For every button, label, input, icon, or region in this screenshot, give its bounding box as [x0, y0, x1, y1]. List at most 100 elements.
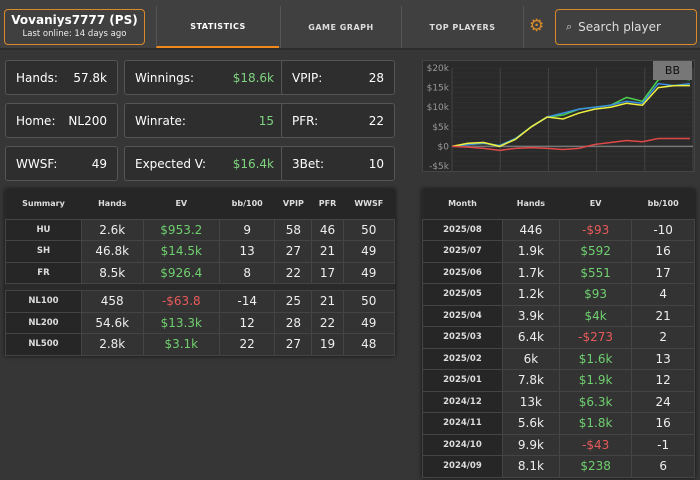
table-cell: $1.8k	[558, 412, 633, 435]
column-header: bb/100	[631, 189, 695, 219]
table-cell: 22	[311, 311, 344, 334]
table-cell: SH	[5, 240, 82, 263]
table-cell: 46	[311, 218, 344, 241]
table-row[interactable]: 2024/09 8.1k $238 6	[422, 455, 695, 478]
table-cell: 17	[631, 261, 695, 284]
table-row[interactable]: 2025/01 7.8k $1.9k 12	[422, 369, 695, 392]
series-line-yellow	[451, 84, 690, 148]
table-cell: 48	[342, 333, 396, 356]
table-cell: 2025/07	[422, 240, 503, 263]
gear-icon[interactable]: ⚙	[529, 16, 545, 36]
table-cell: 8.1k	[501, 455, 560, 478]
table-cell: 2025/08	[422, 218, 503, 241]
table-row[interactable]: 2025/02 6k $1.6k 13	[422, 347, 695, 370]
table-cell: -$63.8	[142, 290, 221, 313]
top-nav: Vovaniys7777 (PS) Last online: 14 days a…	[0, 0, 700, 50]
table-cell: 2024/11	[422, 412, 503, 435]
table-row[interactable]: 2025/07 1.9k $592 16	[422, 240, 695, 263]
table-row[interactable]: NL200 54.6k $13.3k 12 28 22 49	[5, 311, 396, 334]
stat-card: PFR: 22	[281, 103, 395, 138]
table-cell: 12	[219, 311, 276, 334]
table-cell: 6.4k	[501, 326, 560, 349]
tab-top-players[interactable]: TOP PLAYERS	[401, 6, 524, 48]
table-cell: 8	[219, 261, 276, 284]
stat-card: WWSF: 49	[5, 146, 118, 181]
tab-game-graph[interactable]: GAME GRAPH	[280, 6, 401, 48]
table-cell: $6.3k	[558, 390, 633, 413]
table-row[interactable]: FR 8.5k $926.4 8 22 17 49	[5, 261, 396, 284]
table-cell: 22	[219, 333, 276, 356]
table-row[interactable]: 2025/08 446 -$93 -10	[422, 218, 695, 241]
search-placeholder: Search player	[578, 20, 661, 34]
table-cell: 5.6k	[501, 412, 560, 435]
table-cell: 27	[274, 240, 313, 263]
table-cell: 2024/12	[422, 390, 503, 413]
table-cell: FR	[5, 261, 82, 284]
column-header: VPIP	[274, 189, 312, 219]
table-cell: 446	[501, 218, 560, 241]
stat-label: Home:	[16, 113, 56, 128]
table-cell: NL100	[5, 290, 82, 313]
player-badge[interactable]: Vovaniys7777 (PS) Last online: 14 days a…	[4, 9, 145, 45]
table-cell: $93	[558, 283, 633, 306]
stat-value: NL200	[68, 113, 107, 128]
table-cell: 58	[274, 218, 313, 241]
table-cell: $551	[558, 261, 633, 284]
table-cell: 17	[311, 261, 344, 284]
column-header: PFR	[311, 189, 344, 219]
search-icon: ⌕	[566, 20, 573, 33]
stat-value: 15	[258, 113, 274, 128]
stat-label: Winrate:	[135, 113, 186, 128]
table-cell: 54.6k	[80, 311, 144, 334]
stat-value: 49	[91, 156, 107, 171]
table-cell: 2025/04	[422, 304, 503, 327]
table-row[interactable]: 2025/05 1.2k $93 4	[422, 283, 695, 306]
y-tick-label: $10k	[427, 103, 450, 113]
last-online: Last online: 14 days ago	[22, 29, 127, 39]
y-tick-label: -$5k	[429, 162, 450, 172]
column-header: WWSF	[343, 189, 395, 219]
table-header-row: Month Hands EV bb/100	[422, 189, 695, 219]
table-row[interactable]: HU 2.6k $953.2 9 58 46 50	[5, 218, 396, 241]
table-cell: 2025/05	[422, 283, 503, 306]
table-row[interactable]: 2024/10 9.9k -$43 -1	[422, 433, 695, 456]
table-row[interactable]: NL100 458 -$63.8 -14 25 21 50	[5, 290, 396, 313]
table-cell: -$43	[558, 433, 633, 456]
tab-statistics[interactable]: STATISTICS	[156, 6, 279, 48]
table-cell: -10	[631, 218, 695, 241]
column-header: Hands	[502, 189, 560, 219]
search-input[interactable]: ⌕ Search player	[555, 9, 697, 45]
stat-card: Home: NL200	[5, 103, 118, 138]
stat-label: WWSF:	[16, 156, 58, 171]
table-cell: 25	[274, 290, 313, 313]
table-row[interactable]: 2025/04 3.9k $4k 21	[422, 304, 695, 327]
table-row[interactable]: NL500 2.8k $3.1k 22 27 19 48	[5, 333, 396, 356]
table-cell: 13k	[501, 390, 560, 413]
table-cell: 3.9k	[501, 304, 560, 327]
table-cell: 49	[342, 240, 396, 263]
table-cell: $13.3k	[142, 311, 221, 334]
column-header: Hands	[81, 189, 144, 219]
table-row[interactable]: SH 46.8k $14.5k 13 27 21 49	[5, 240, 396, 263]
player-name: Vovaniys7777 (PS)	[11, 13, 138, 27]
table-row[interactable]: 2024/12 13k $6.3k 24	[422, 390, 695, 413]
column-header: EV	[143, 189, 220, 219]
table-cell: 1.2k	[501, 283, 560, 306]
bb-toggle-button[interactable]: BB	[652, 61, 692, 80]
y-tick-label: $0	[438, 142, 450, 152]
table-cell: 8.5k	[80, 261, 144, 284]
table-row[interactable]: 2025/03 6.4k -$273 2	[422, 326, 695, 349]
table-row[interactable]: 2024/11 5.6k $1.8k 16	[422, 412, 695, 435]
table-cell: 2025/02	[422, 347, 503, 370]
table-cell: $1.9k	[558, 369, 633, 392]
table-cell: -$93	[558, 218, 633, 241]
table-cell: 2025/01	[422, 369, 503, 392]
stat-value: $18.6k	[232, 70, 274, 85]
monthly-table: Month Hands EV bb/100 2025/08 446 -$93 -10 2025/…	[422, 189, 695, 478]
table-row[interactable]: 2025/06 1.7k $551 17	[422, 261, 695, 284]
table-cell: HU	[5, 218, 82, 241]
table-cell: 2.8k	[80, 333, 144, 356]
table-cell: 6k	[501, 347, 560, 370]
stat-label: Hands:	[16, 70, 58, 85]
table-cell: 13	[631, 347, 695, 370]
